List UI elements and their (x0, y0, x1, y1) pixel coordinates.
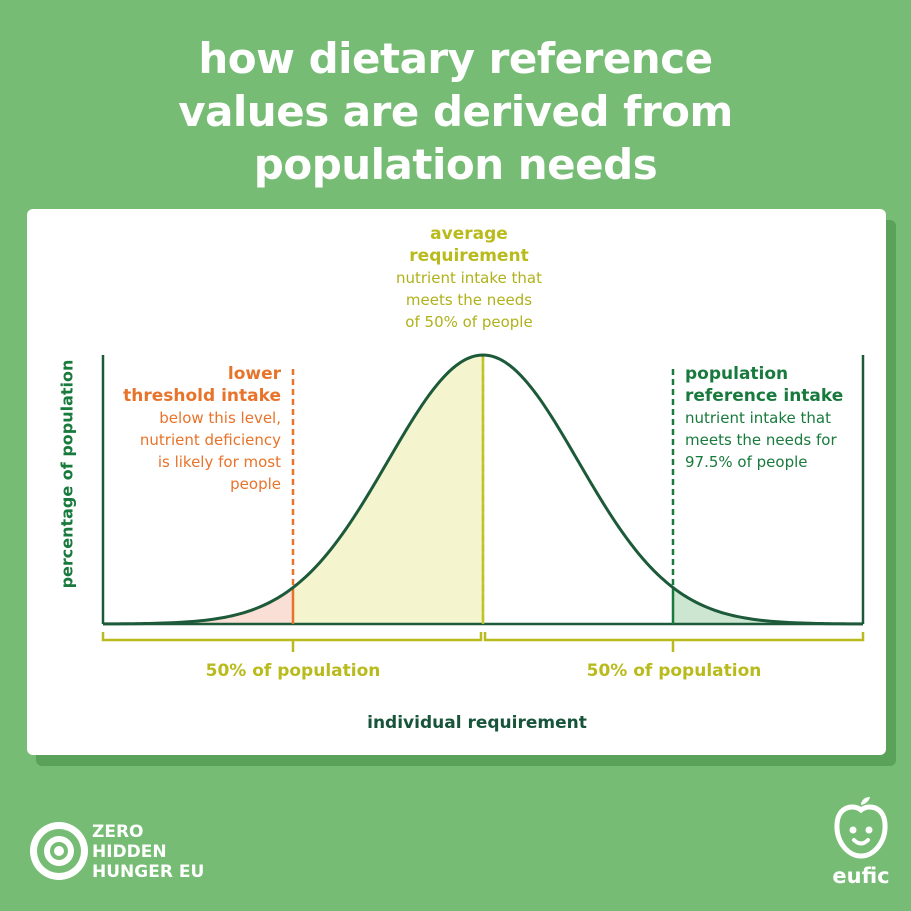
lower-heading-1: lower (227, 364, 281, 384)
pri-heading-1: population (685, 364, 789, 384)
title-line-3: population needs (253, 140, 658, 189)
distribution-curve (102, 353, 864, 626)
lower-heading-2: threshold intake (123, 386, 281, 406)
x-axis-label: individual requirement (367, 713, 587, 733)
average-requirement-label: average requirement nutrient intake that… (359, 223, 579, 333)
eufic-text: eufic (832, 864, 890, 888)
zero-hidden-hunger-logo: ZERO HIDDEN HUNGER EU (28, 820, 248, 882)
average-heading-2: requirement (409, 246, 529, 266)
right-half-label: 50% of population (586, 661, 762, 681)
zhh-line-1: ZERO (92, 822, 144, 842)
pri-text-1: nutrient intake that (685, 409, 831, 427)
area-fill-2 (293, 355, 483, 624)
lower-threshold-label: lower threshold intake below this level,… (97, 363, 281, 495)
zhh-line-3: HUNGER EU (92, 862, 205, 882)
title-line-1: how dietary reference (198, 34, 713, 83)
pri-text-2: meets the needs for (685, 431, 837, 449)
eufic-logo: eufic (826, 796, 896, 896)
title-line-2: values are derived from (178, 87, 733, 136)
average-text-1: nutrient intake that (396, 269, 542, 287)
average-text-2: meets the needs (405, 291, 533, 309)
lower-text-2: nutrient deficiency (139, 431, 281, 449)
chart-card: average requirement nutrient intake that… (27, 209, 886, 755)
pri-text-3: 97.5% of people (685, 453, 808, 471)
page-title: how dietary reference values are derived… (0, 32, 911, 191)
average-text-3: of 50% of people (405, 313, 533, 331)
target-icon (30, 822, 88, 880)
population-reference-intake-label: population reference intake nutrient int… (685, 363, 885, 473)
average-heading-1: average (430, 224, 508, 244)
right-bracket (483, 632, 865, 642)
zhh-line-2: HIDDEN (92, 842, 167, 862)
area-fill-1 (103, 587, 293, 624)
left-half-label: 50% of population (205, 661, 381, 681)
apple-face-icon (834, 797, 888, 859)
pri-heading-2: reference intake (685, 386, 844, 406)
y-axis-label-text: percentage of population (57, 359, 77, 589)
area-fill-3 (673, 587, 863, 624)
distribution-chart (101, 353, 865, 652)
lower-text-3: is likely for most (157, 453, 281, 471)
lower-text-1: below this level, (159, 409, 281, 427)
lower-text-4: people (230, 475, 281, 493)
left-bracket (101, 632, 483, 642)
